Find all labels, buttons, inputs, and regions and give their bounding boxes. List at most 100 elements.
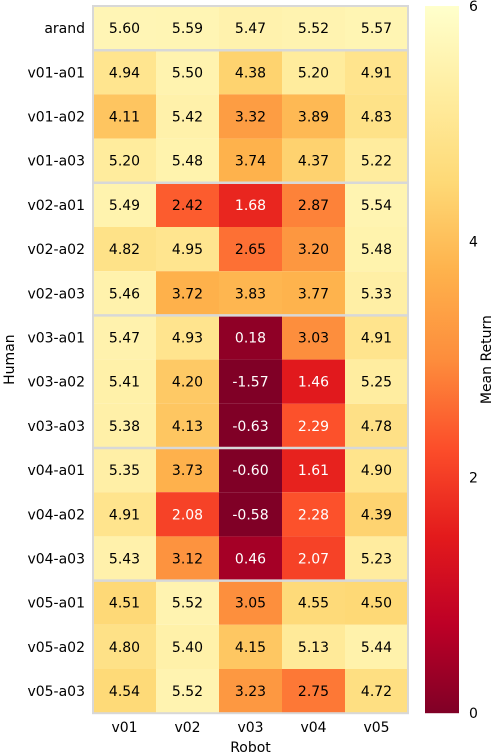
cell-value-label: -1.57 — [232, 375, 268, 391]
cell-value-label: 2.42 — [172, 198, 203, 214]
cell-value-label: 5.43 — [109, 552, 140, 568]
x-tick-label: v01 — [111, 720, 137, 736]
heatmap-cell — [93, 182, 156, 227]
y-tick-label: v03-a01 — [27, 331, 85, 347]
cell-value-label: 4.20 — [172, 375, 203, 391]
cell-value-label: 5.13 — [298, 640, 329, 656]
cell-value-label: 3.83 — [235, 286, 266, 302]
heatmap-cell — [93, 315, 156, 360]
cell-value-label: 4.90 — [361, 463, 392, 479]
y-tick-labels: arand v01-a01 v01-a02 v01-a03 v02-a01 v02-a02… — [27, 21, 85, 700]
heatmap-cell — [219, 624, 282, 669]
cell-value-label: 4.80 — [109, 640, 140, 656]
y-tick-label: v02-a02 — [27, 242, 85, 258]
cell-value-label: 3.20 — [298, 242, 329, 258]
cell-value-label: 5.46 — [109, 286, 140, 302]
heatmap-cell — [282, 624, 345, 669]
cell-value-label: 2.87 — [298, 198, 329, 214]
cell-value-label: 5.44 — [361, 640, 392, 656]
cell-value-label: 3.12 — [172, 552, 203, 568]
cell-value-label: 5.60 — [109, 21, 140, 37]
cell-value-label: 5.22 — [361, 154, 392, 170]
heatmap-cell — [156, 448, 219, 493]
y-tick-label: v01-a03 — [27, 154, 85, 170]
heatmap-cell — [282, 315, 345, 360]
heatmap-cell — [93, 6, 156, 51]
heatmap-cell — [156, 536, 219, 581]
heatmap-frame — [92, 5, 409, 715]
heatmap-cell — [282, 271, 345, 316]
heatmap-cell — [219, 271, 282, 316]
cell-value-label: 3.73 — [172, 463, 203, 479]
heatmap-cell — [156, 227, 219, 272]
heatmap-cell — [93, 669, 156, 714]
heatmap-cell — [156, 50, 219, 95]
heatmap-cell — [282, 492, 345, 537]
heatmap-cell — [345, 359, 408, 404]
heatmap-cell — [156, 669, 219, 714]
heatmap-cell — [345, 182, 408, 227]
cell-value-label: 3.77 — [298, 286, 329, 302]
cell-value-label: 5.42 — [172, 110, 203, 126]
cell-value-label: 5.35 — [109, 463, 140, 479]
heatmap-cell — [156, 94, 219, 139]
cell-value-label: 3.72 — [172, 286, 203, 302]
heatmap-cell — [93, 536, 156, 581]
x-tick-label: v05 — [363, 720, 389, 736]
heatmap-cell — [282, 580, 345, 625]
heatmap-cell — [282, 536, 345, 581]
heatmap-cell — [156, 138, 219, 183]
heatmap-cell — [345, 6, 408, 51]
colorbar-tick-label: 6 — [469, 0, 478, 15]
cell-value-label: 4.91 — [109, 507, 140, 523]
heatmap-cell — [282, 448, 345, 493]
cell-value-label: -0.63 — [232, 419, 268, 435]
heatmap-cell — [219, 492, 282, 537]
cell-value-label: 1.46 — [298, 375, 329, 391]
heatmap-cell — [282, 50, 345, 95]
heatmap-cell — [93, 50, 156, 95]
heatmap-cell — [156, 492, 219, 537]
heatmap-cell — [345, 624, 408, 669]
heatmap-cells: 5.60 5.59 5.47 5.52 5.57 4.94 5.50 4.38 5.20 4.91… — [92, 5, 409, 715]
cell-value-label: 4.94 — [109, 65, 140, 81]
cell-value-label: 4.13 — [172, 419, 203, 435]
cell-value-label: 1.61 — [298, 463, 329, 479]
heatmap-cell — [219, 536, 282, 581]
group-separators — [93, 48, 408, 582]
heatmap-cell — [93, 271, 156, 316]
cell-value-label: 4.95 — [172, 242, 203, 258]
cell-value-label: 4.38 — [235, 65, 266, 81]
cell-value-label: 5.23 — [361, 552, 392, 568]
heatmap-cell — [345, 669, 408, 714]
cell-value-label: 4.72 — [361, 684, 392, 700]
colorbar-tick-label: 2 — [469, 470, 478, 486]
cell-value-label: 4.83 — [361, 110, 392, 126]
cell-value-label: 1.68 — [235, 198, 266, 214]
heatmap-cell — [282, 182, 345, 227]
cell-value-label: 5.38 — [109, 419, 140, 435]
heatmap-cell — [93, 580, 156, 625]
heatmap-cell — [93, 227, 156, 272]
cell-value-label: 5.20 — [298, 65, 329, 81]
heatmap-cell — [219, 448, 282, 493]
heatmap-cell — [156, 6, 219, 51]
cell-value-label: 5.50 — [172, 65, 203, 81]
heatmap-cell — [93, 138, 156, 183]
heatmap-cell — [93, 403, 156, 448]
y-tick-label: v01-a02 — [27, 110, 85, 126]
heatmap-cell — [345, 94, 408, 139]
y-tick-label: v05-a02 — [27, 640, 85, 656]
cell-value-label: 4.51 — [109, 596, 140, 612]
heatmap-cell — [345, 403, 408, 448]
cell-value-label: 4.15 — [235, 640, 266, 656]
cell-value-label: 4.55 — [298, 596, 329, 612]
y-tick-label: v01-a01 — [27, 65, 85, 81]
colorbar-ticks: 0 2 4 6 — [469, 0, 478, 722]
cell-value-label: 5.25 — [361, 375, 392, 391]
y-tick-label: v05-a03 — [27, 684, 85, 700]
x-tick-label: v02 — [174, 720, 200, 736]
cell-value-label: 4.91 — [361, 331, 392, 347]
heatmap-cell — [345, 492, 408, 537]
